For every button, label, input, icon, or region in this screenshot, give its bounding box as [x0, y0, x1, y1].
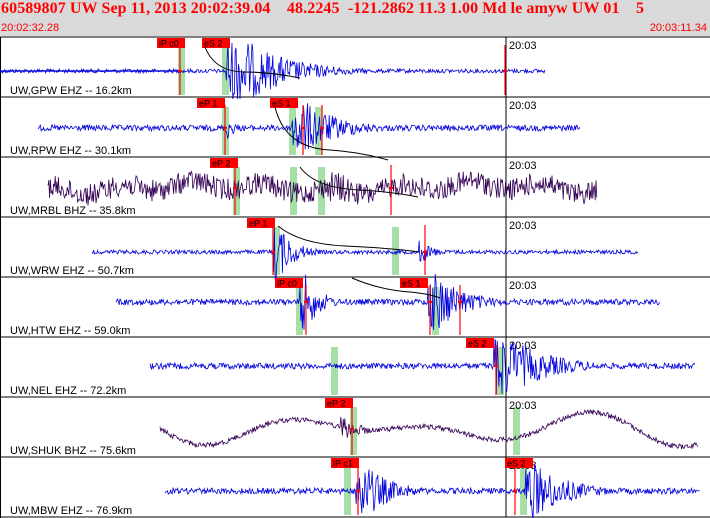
channel-label: UW,MBW EHZ -- 76.9km — [10, 505, 132, 517]
travel-time-curve — [274, 106, 389, 161]
waveform-trace — [164, 464, 700, 518]
p-pick-label: iP c0 — [159, 39, 179, 49]
p-pick-label: iP c0 — [277, 279, 297, 289]
channel-label: UW,RPW EHZ -- 30.1km — [10, 145, 131, 157]
theoretical-arrival-marker — [331, 347, 338, 395]
s-pick-label: eS 2 — [468, 339, 487, 349]
p-pick-flag — [275, 278, 303, 288]
minute-label: 20:03 — [509, 40, 537, 52]
travel-time-curve — [299, 166, 419, 198]
p-pick-label: eP 2 — [212, 159, 230, 169]
theoretical-arrival-marker — [497, 347, 504, 395]
s-pick-flag — [202, 38, 230, 48]
channel-row-rpw[interactable]: 20:03 eP 1 eS 1 UW,RPW EHZ -- 30.1km — [10, 97, 580, 157]
theoretical-arrival-marker — [513, 407, 520, 455]
channel-row-htw[interactable]: 20:03 iP c0 eS 1 UW,HTW EHZ -- 59.0km — [10, 273, 661, 337]
s-pick-label: eS 2 — [507, 459, 526, 469]
waveform-trace — [47, 170, 598, 206]
minute-label: 20:03 — [509, 220, 537, 232]
window-start-time: 20:02:32.28 — [1, 22, 60, 34]
waveform-trace — [149, 339, 696, 395]
theoretical-arrival-marker — [273, 227, 280, 275]
channel-label: UW,WRW EHZ -- 50.7km — [10, 265, 134, 277]
p-pick-label: eP 2 — [327, 399, 345, 409]
channel-row-gpw[interactable]: 20:03 iP c0 eS 2 UW,GPW EHZ -- 16.2km — [0, 37, 546, 100]
theoretical-arrival-marker — [290, 167, 297, 215]
channel-row-mrbl[interactable]: 20:03 eP 2 UW,MRBL BHZ -- 35.8km — [10, 157, 598, 217]
s-pick-flag — [270, 98, 298, 108]
s-pick-flag — [466, 338, 494, 348]
p-pick-flag — [325, 398, 353, 408]
channel-label: UW,SHUK BHZ -- 75.6km — [10, 445, 136, 457]
minute-label: 20:03 — [509, 100, 537, 112]
waveform-trace — [37, 103, 580, 150]
p-pick-flag — [210, 158, 238, 168]
channel-label: UW,MRBL BHZ -- 35.8km — [10, 205, 136, 217]
s-pick-label: eS 1 — [402, 279, 421, 289]
travel-time-curve — [351, 277, 441, 299]
channel-label: UW,NEL EHZ -- 72.2km — [10, 385, 126, 397]
minute-label: 20:03 — [509, 400, 537, 412]
channel-row-shuk[interactable]: 20:03 eP 2 UW,SHUK BHZ -- 75.6km — [10, 397, 698, 457]
waveform-trace — [91, 227, 638, 280]
waveform-trace — [0, 42, 546, 100]
travel-time-curve — [277, 225, 421, 253]
s-pick-label: eS 1 — [272, 99, 291, 109]
window-end-time: 20:03:11.34 — [649, 22, 707, 34]
event-title: 60589807 UW Sep 11, 2013 20:02:39.04 48.… — [1, 0, 645, 17]
minute-label: 20:03 — [509, 280, 537, 292]
p-pick-label: eP 1 — [199, 99, 217, 109]
channel-label: UW,GPW EHZ -- 16.2km — [10, 85, 132, 97]
channel-label: UW,HTW EHZ -- 59.0km — [10, 325, 130, 337]
theoretical-arrival-marker — [392, 227, 399, 275]
waveform-trace — [115, 273, 661, 331]
p-pick-flag — [331, 458, 359, 468]
channel-row-wrw[interactable]: 20:03 eP 1 UW,WRW EHZ -- 50.7km — [10, 217, 638, 280]
p-pick-flag — [247, 218, 275, 228]
travel-time-curve — [204, 46, 301, 79]
theoretical-arrival-marker — [296, 287, 303, 335]
p-pick-label: eP 1 — [249, 219, 267, 229]
event-header: 60589807 UW Sep 11, 2013 20:02:39.04 48.… — [0, 0, 710, 36]
theoretical-arrival-marker — [432, 287, 439, 335]
minute-label: 20:03 — [509, 160, 537, 172]
p-pick-flag — [197, 98, 225, 108]
p-pick-flag — [157, 38, 185, 48]
p-pick-label: iP c1 — [333, 459, 353, 469]
s-pick-flag — [505, 458, 533, 468]
waveform-trace — [159, 409, 698, 449]
s-pick-flag — [400, 278, 428, 288]
s-pick-label: eS 2 — [204, 39, 223, 49]
